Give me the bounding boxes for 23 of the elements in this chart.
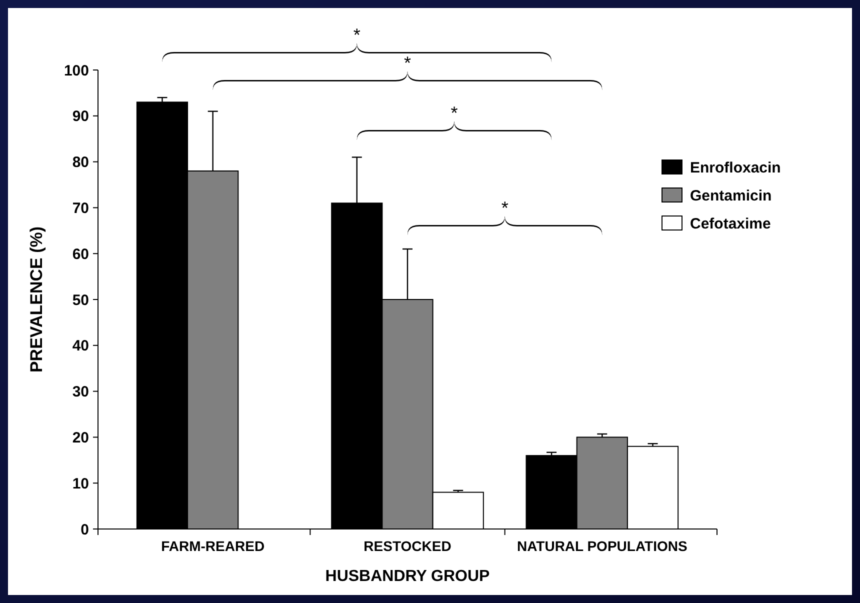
y-axis-title: PREVALENCE (%) — [27, 226, 46, 373]
x-tick-label: FARM-REARED — [161, 538, 265, 554]
y-tick-label: 10 — [72, 475, 89, 492]
y-tick-label: 60 — [72, 246, 89, 263]
annotation: * — [501, 198, 508, 218]
y-tick-label: 100 — [64, 62, 89, 80]
y-tick-label: 70 — [72, 200, 89, 217]
x-axis-title: HUSBANDRY GROUP — [325, 568, 490, 585]
y-tick-label: 0 — [80, 521, 89, 538]
y-tick-label: 30 — [72, 384, 89, 401]
y-tick-label: 20 — [72, 429, 89, 446]
x-tick-label: NATURAL POPULATIONS — [516, 538, 688, 554]
annotation: * — [450, 103, 458, 123]
legend-label: Gentamicin — [690, 187, 772, 204]
text: * — [353, 25, 360, 45]
y-tick-label: 40 — [72, 338, 89, 355]
y-tick-label: 50 — [72, 292, 89, 309]
legend-label: Cefotaxime — [690, 215, 771, 232]
x-tick-label: RESTOCKED — [364, 538, 452, 554]
y-tick-label: 90 — [72, 108, 89, 126]
legend-label: Enrofloxacin — [690, 159, 781, 176]
y-tick-label: 80 — [72, 154, 89, 172]
annotation: * — [404, 53, 412, 73]
